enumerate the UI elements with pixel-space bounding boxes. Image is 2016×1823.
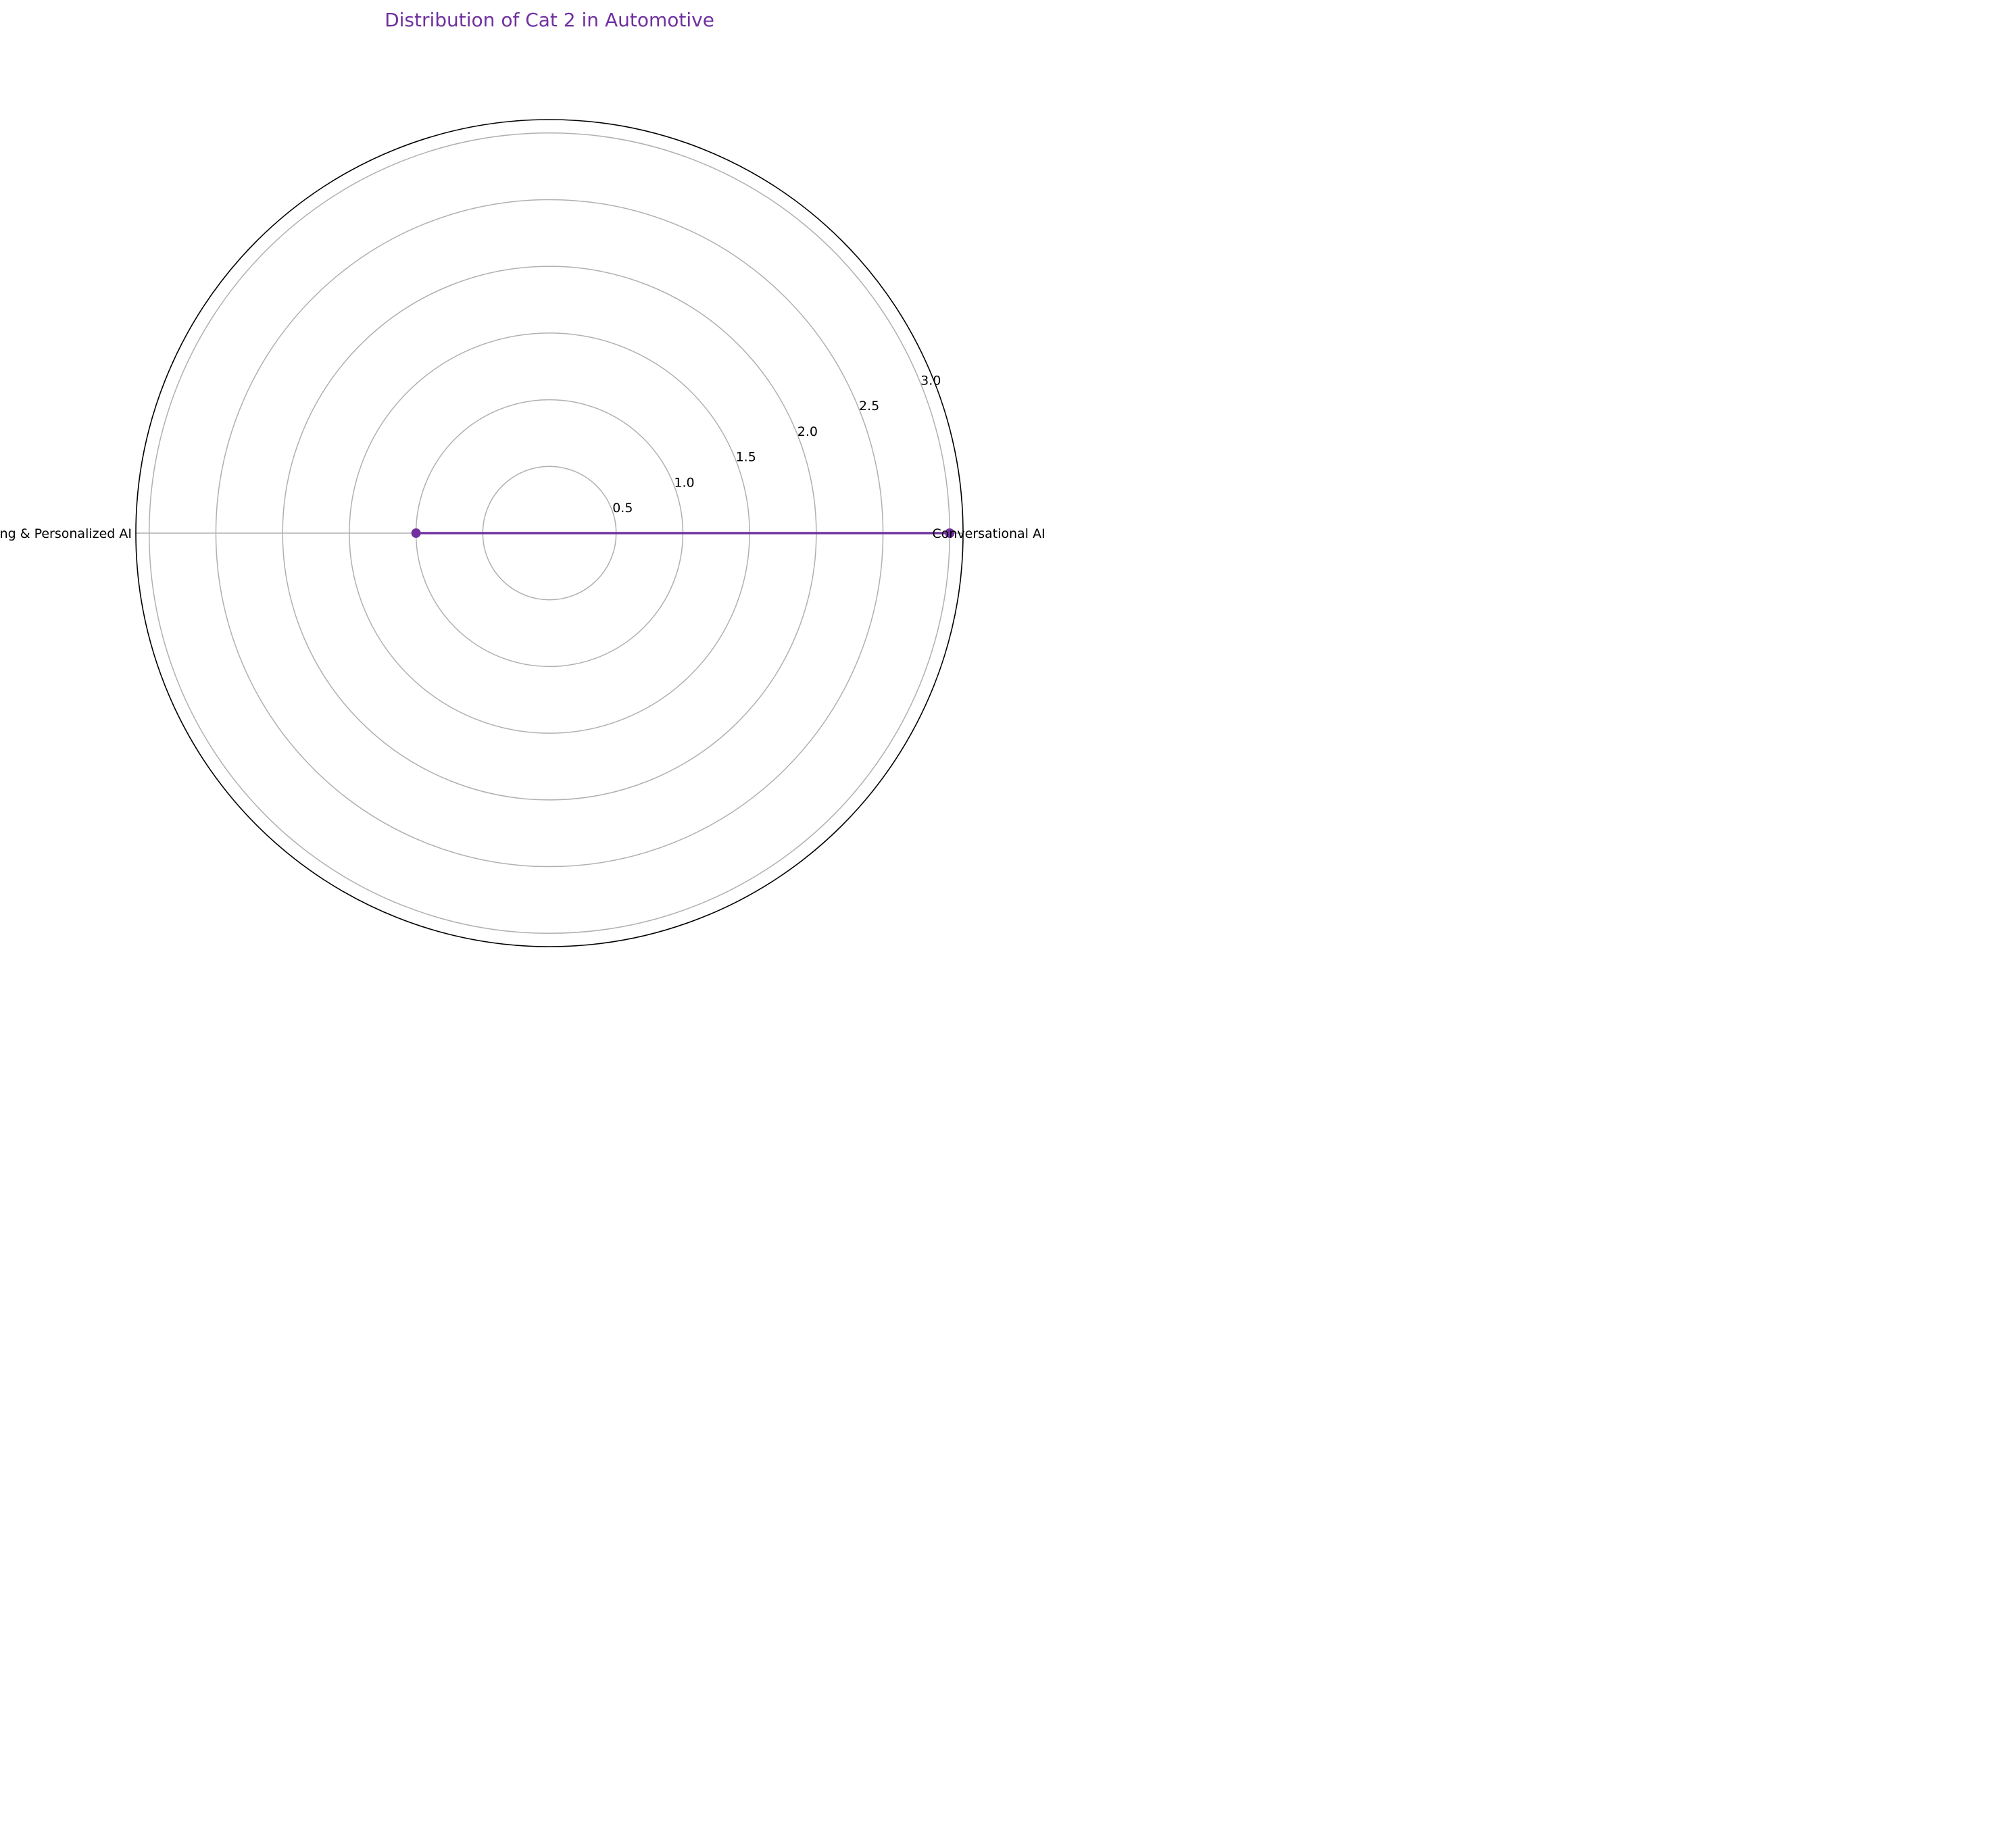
polar-frame bbox=[135, 119, 964, 947]
category-labels: Conversational AI Marketing & Personalize… bbox=[0, 526, 1046, 541]
category-label-0: Conversational AI bbox=[932, 526, 1045, 541]
chart-title: Distribution of Cat 2 in Automotive bbox=[385, 9, 714, 31]
radial-tick-label: 0.5 bbox=[612, 501, 633, 516]
chart: Distribution of Cat 2 in Automotive 0.5 1… bbox=[0, 9, 1046, 947]
radial-tick-labels: 0.5 1.0 1.5 2.0 2.5 3.0 bbox=[612, 373, 941, 516]
radial-tick-label: 2.0 bbox=[797, 424, 818, 439]
radial-tick-label: 1.5 bbox=[736, 450, 756, 465]
radial-tick-label: 1.0 bbox=[674, 475, 694, 490]
radial-tick-label: 3.0 bbox=[920, 373, 941, 388]
radial-tick-label: 2.5 bbox=[859, 399, 879, 414]
data-point-0 bbox=[945, 528, 955, 538]
data-point-1 bbox=[411, 528, 421, 538]
series-layer bbox=[411, 528, 955, 538]
category-label-1: Marketing & Personalized AI bbox=[0, 526, 132, 541]
